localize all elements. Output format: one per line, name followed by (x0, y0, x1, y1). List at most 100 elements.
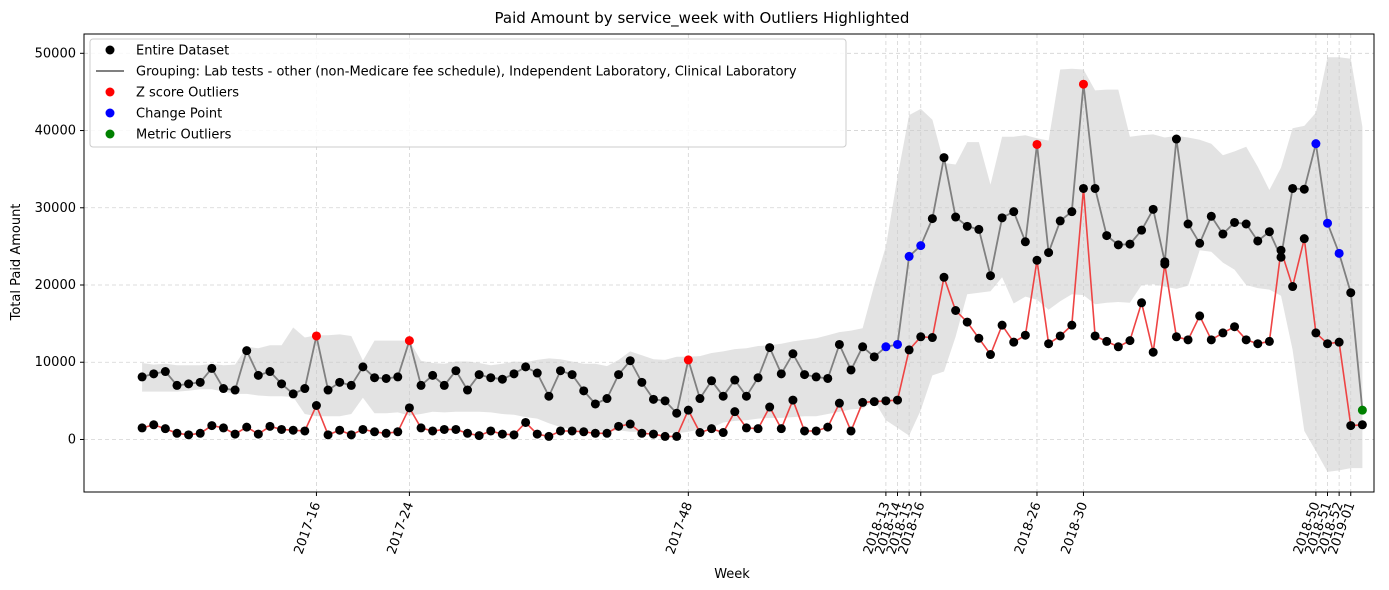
subset-point (207, 421, 217, 431)
subset-point (1323, 339, 1333, 349)
subset-point (1009, 337, 1019, 347)
subset-point (811, 426, 821, 436)
subset-point (1288, 282, 1298, 292)
subset-point (137, 423, 147, 433)
subset-point (951, 305, 961, 315)
zscore-outlier-point (311, 331, 321, 341)
data-point (660, 396, 670, 406)
data-point (1171, 134, 1181, 144)
subset-point (358, 424, 368, 434)
data-point (1067, 207, 1077, 217)
data-point (707, 376, 717, 386)
subset-point (428, 426, 438, 436)
zscore-outlier-point (1078, 79, 1088, 89)
subset-point (497, 429, 507, 439)
data-point (242, 346, 252, 356)
data-point (579, 386, 589, 396)
data-point (1206, 211, 1216, 221)
subset-point (672, 431, 682, 441)
subset-point (1078, 183, 1088, 193)
data-point (288, 389, 298, 399)
subset-point (451, 424, 461, 434)
data-point (1183, 219, 1193, 229)
data-point (1195, 238, 1205, 248)
subset-point (486, 426, 496, 436)
series-markers (137, 79, 1367, 441)
subset-point (741, 423, 751, 433)
subset-point (846, 426, 856, 436)
subset-point (765, 402, 775, 412)
change-point (1334, 248, 1344, 258)
data-point (1264, 227, 1274, 237)
subset-point (707, 424, 717, 434)
data-point (253, 370, 263, 380)
data-point (532, 368, 542, 378)
subset-point (439, 424, 449, 434)
data-point (1230, 217, 1240, 227)
data-point (1125, 239, 1135, 249)
data-point (800, 370, 810, 380)
data-point (393, 372, 403, 382)
subset-point (904, 345, 914, 355)
data-point (590, 399, 600, 409)
data-point (300, 384, 310, 394)
zscore-outlier-point (683, 355, 693, 365)
legend-label: Z score Outliers (136, 86, 239, 101)
zscore-outlier-point (1032, 139, 1042, 149)
data-point (1276, 252, 1286, 262)
data-point (474, 370, 484, 380)
data-point (567, 370, 577, 380)
subset-point (1032, 255, 1042, 265)
data-point (230, 385, 240, 395)
data-point (858, 342, 868, 352)
subset-point (288, 425, 298, 435)
subset-point (916, 332, 926, 342)
data-point (1137, 225, 1147, 235)
subset-point (637, 428, 647, 438)
legend-box (89, 38, 847, 148)
data-point (1299, 184, 1309, 194)
data-point (463, 385, 473, 395)
data-point (137, 372, 147, 382)
y-tick-label: 20000 (35, 278, 76, 293)
data-point (997, 213, 1007, 223)
data-point (184, 379, 194, 389)
data-point (335, 377, 345, 387)
subset-point (521, 417, 531, 427)
legend-label: Change Point (136, 107, 222, 122)
subset-point (625, 419, 635, 429)
data-point (811, 372, 821, 382)
subset-point (683, 405, 693, 415)
subset-point (160, 424, 170, 434)
legend-marker-swatch (105, 108, 115, 118)
data-point (370, 373, 380, 383)
subset-point (346, 430, 356, 440)
data-point (172, 380, 182, 390)
confidence-band (142, 57, 1363, 472)
subset-point (149, 420, 159, 430)
data-point (776, 369, 786, 379)
subset-point (1206, 335, 1216, 345)
change-point (916, 241, 926, 251)
data-point (416, 380, 426, 390)
change-point (881, 342, 891, 352)
subset-point (323, 430, 333, 440)
subset-point (602, 428, 612, 438)
subset-point (1183, 335, 1193, 345)
data-point (439, 380, 449, 390)
chart-title: Paid Amount by service_week with Outlier… (495, 9, 910, 28)
data-point (346, 380, 356, 390)
subset-point (1148, 347, 1158, 357)
data-point (625, 356, 635, 366)
subset-point (555, 426, 565, 436)
subset-point (1067, 320, 1077, 330)
subset-point (567, 426, 577, 436)
data-point (951, 212, 961, 222)
data-point (730, 375, 740, 385)
data-point (218, 384, 228, 394)
data-point (1020, 237, 1030, 247)
data-point (544, 391, 554, 401)
data-point (277, 379, 287, 389)
subset-point (1334, 337, 1344, 347)
data-point (695, 394, 705, 404)
